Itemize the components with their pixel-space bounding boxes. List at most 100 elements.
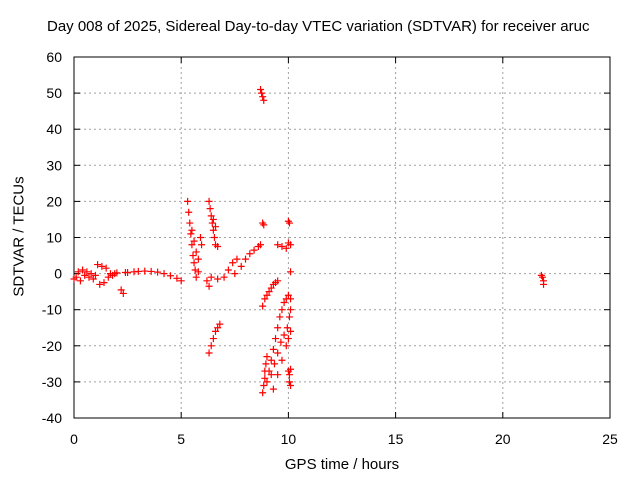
- data-point: [189, 252, 197, 260]
- data-point: [278, 306, 286, 314]
- data-point: [160, 270, 168, 278]
- data-point: [250, 246, 258, 254]
- data-point: [287, 382, 295, 390]
- data-point: [124, 269, 132, 277]
- data-point: [119, 289, 127, 297]
- data-point: [98, 262, 106, 270]
- data-point: [265, 367, 273, 375]
- data-point: [76, 277, 84, 285]
- data-point: [277, 338, 285, 346]
- data-point: [287, 295, 295, 303]
- data-point: [276, 313, 284, 321]
- data-point: [185, 208, 193, 216]
- data-point: [85, 273, 93, 281]
- data-point: [233, 255, 241, 263]
- data-point: [267, 371, 275, 379]
- data-point: [285, 371, 293, 379]
- data-point: [287, 268, 295, 276]
- data-point: [284, 335, 292, 343]
- data-point: [263, 353, 271, 361]
- y-tick-label: 10: [46, 230, 62, 246]
- data-point: [285, 219, 293, 227]
- data-point: [280, 331, 288, 339]
- data-point: [257, 241, 265, 249]
- data-point: [283, 324, 291, 332]
- data-point: [274, 324, 282, 332]
- data-point: [280, 298, 288, 306]
- data-point: [187, 230, 195, 238]
- data-point: [72, 273, 80, 281]
- data-point: [212, 223, 220, 231]
- y-tick-label: -30: [42, 374, 62, 390]
- data-point: [267, 356, 275, 364]
- data-point: [272, 335, 280, 343]
- data-points: [70, 85, 548, 397]
- data-point: [285, 378, 293, 386]
- data-point: [94, 261, 102, 269]
- y-tick-label: 30: [46, 157, 62, 173]
- data-point: [284, 291, 292, 299]
- data-point: [87, 270, 95, 278]
- chart-title: Day 008 of 2025, Sidereal Day-to-day VTE…: [47, 18, 590, 35]
- data-point: [74, 268, 82, 276]
- data-point: [206, 205, 214, 213]
- data-point: [192, 248, 200, 256]
- y-tick-label: 0: [54, 266, 62, 282]
- data-point: [191, 266, 199, 274]
- data-point: [147, 267, 155, 275]
- data-point: [188, 226, 196, 234]
- x-tick-label: 0: [70, 431, 78, 447]
- data-point: [257, 85, 265, 93]
- axis-ticks: 0 5 10 15 20 25 -40 -30 -20 -10 0 10 20 30 40 50 60: [42, 49, 618, 447]
- data-point: [267, 284, 275, 292]
- x-axis-label: GPS time / hours: [284, 456, 400, 473]
- data-point: [154, 268, 162, 276]
- data-point: [262, 360, 270, 368]
- data-point: [194, 268, 202, 276]
- data-point: [79, 266, 87, 274]
- data-point: [205, 349, 213, 357]
- data-point: [216, 320, 224, 328]
- data-point: [287, 306, 295, 314]
- x-tick-label: 10: [281, 431, 297, 447]
- data-point: [220, 273, 228, 281]
- data-point: [263, 291, 271, 299]
- data-point: [270, 360, 278, 368]
- data-point: [186, 219, 194, 227]
- data-point: [214, 324, 222, 332]
- data-point: [287, 241, 295, 249]
- data-point: [100, 279, 108, 287]
- data-point: [141, 267, 149, 275]
- y-tick-label: 40: [46, 121, 62, 137]
- x-tick-label: 20: [495, 431, 511, 447]
- x-tick-label: 15: [388, 431, 404, 447]
- data-point: [166, 272, 174, 280]
- data-point: [259, 93, 267, 101]
- data-point: [134, 267, 142, 275]
- data-point: [224, 266, 232, 274]
- data-point: [208, 219, 216, 227]
- data-point: [190, 237, 198, 245]
- data-point: [246, 250, 254, 258]
- data-point: [190, 259, 198, 267]
- data-point: [207, 342, 215, 350]
- data-point: [282, 342, 290, 350]
- data-point: [214, 275, 222, 283]
- data-point: [205, 282, 213, 290]
- data-point: [285, 313, 293, 321]
- data-point: [260, 382, 268, 390]
- data-point: [196, 234, 204, 241]
- data-point: [274, 371, 282, 379]
- y-axis-label: SDTVAR / TECUs: [10, 176, 28, 297]
- data-point: [260, 96, 268, 104]
- x-tick-label: 5: [177, 431, 185, 447]
- y-tick-label: -10: [42, 302, 62, 318]
- data-point: [177, 277, 185, 285]
- data-point: [259, 302, 267, 310]
- data-point: [83, 268, 91, 276]
- data-point: [287, 365, 295, 373]
- data-point: [203, 277, 211, 285]
- data-point: [205, 197, 213, 205]
- data-point: [259, 389, 267, 397]
- data-point: [96, 280, 104, 288]
